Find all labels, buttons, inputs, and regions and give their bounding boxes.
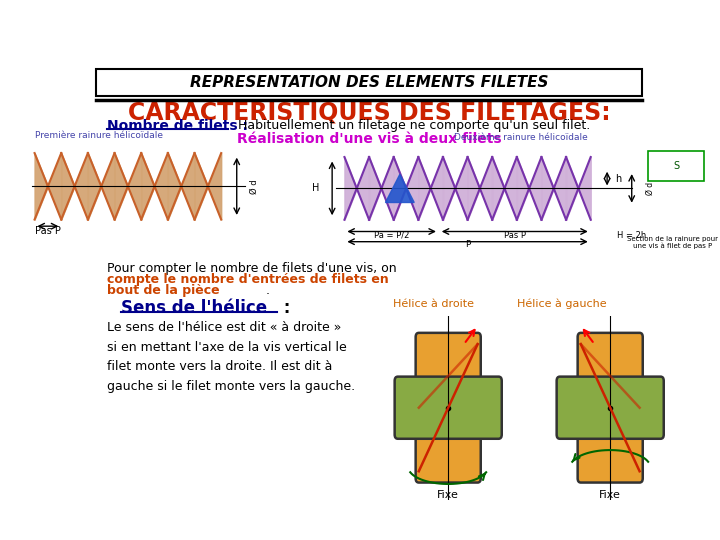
Text: CARACTERISTIQUES DES FILETAGES:: CARACTERISTIQUES DES FILETAGES: xyxy=(127,100,611,125)
FancyBboxPatch shape xyxy=(395,376,502,439)
Text: Le sens de l'hélice est dit « à droite »: Le sens de l'hélice est dit « à droite » xyxy=(107,321,341,334)
Text: si en mettant l'axe de la vis vertical le: si en mettant l'axe de la vis vertical l… xyxy=(107,341,346,354)
Text: Ø d: Ø d xyxy=(250,179,258,194)
Bar xyxy=(648,151,703,180)
Text: Deuxième rainure hélicoïdale: Deuxième rainure hélicoïdale xyxy=(454,133,588,142)
Text: Pour compter le nombre de filets d'une vis, on: Pour compter le nombre de filets d'une v… xyxy=(107,262,397,275)
Text: Sens de l'hélice: Sens de l'hélice xyxy=(121,299,267,317)
Polygon shape xyxy=(385,174,414,202)
Text: S: S xyxy=(673,161,679,171)
FancyBboxPatch shape xyxy=(415,333,481,483)
Text: filet monte vers la droite. Il est dit à: filet monte vers la droite. Il est dit à xyxy=(107,360,332,373)
Text: Ø d: Ø d xyxy=(646,182,655,195)
Text: h: h xyxy=(616,173,621,184)
Text: Réalisation d'une vis à deux filets: Réalisation d'une vis à deux filets xyxy=(237,132,501,146)
Text: Pa = P/2: Pa = P/2 xyxy=(374,231,410,240)
Text: .: . xyxy=(266,285,270,298)
Text: P: P xyxy=(465,240,470,249)
FancyBboxPatch shape xyxy=(577,333,643,483)
Text: H = 2h: H = 2h xyxy=(617,231,647,240)
Text: compte le nombre d'entrées de filets en: compte le nombre d'entrées de filets en xyxy=(107,273,389,286)
Text: H: H xyxy=(312,184,319,193)
FancyBboxPatch shape xyxy=(557,376,664,439)
Text: Nombre de filets :: Nombre de filets : xyxy=(107,119,248,133)
Text: Hélice à gauche: Hélice à gauche xyxy=(517,299,606,309)
Text: Section de la rainure pour une vis à filet de pas P: Section de la rainure pour une vis à fil… xyxy=(627,235,719,249)
Text: bout de la pièce: bout de la pièce xyxy=(107,285,220,298)
Text: Habituellement un filetage ne comporte qu'un seul filet.: Habituellement un filetage ne comporte q… xyxy=(238,119,590,132)
Text: :: : xyxy=(278,299,290,317)
Text: gauche si le filet monte vers la gauche.: gauche si le filet monte vers la gauche. xyxy=(107,380,355,393)
Text: Pas P: Pas P xyxy=(504,231,526,240)
Text: REPRESENTATION DES ELEMENTS FILETES: REPRESENTATION DES ELEMENTS FILETES xyxy=(190,75,548,90)
Text: Hélice à droite: Hélice à droite xyxy=(392,299,474,309)
Text: Première rainure hélicoïdale: Première rainure hélicoïdale xyxy=(35,131,163,140)
Text: Fixe: Fixe xyxy=(599,490,621,500)
Text: Pas P: Pas P xyxy=(35,226,60,237)
Text: Fixe: Fixe xyxy=(437,490,459,500)
Bar xyxy=(96,69,642,96)
